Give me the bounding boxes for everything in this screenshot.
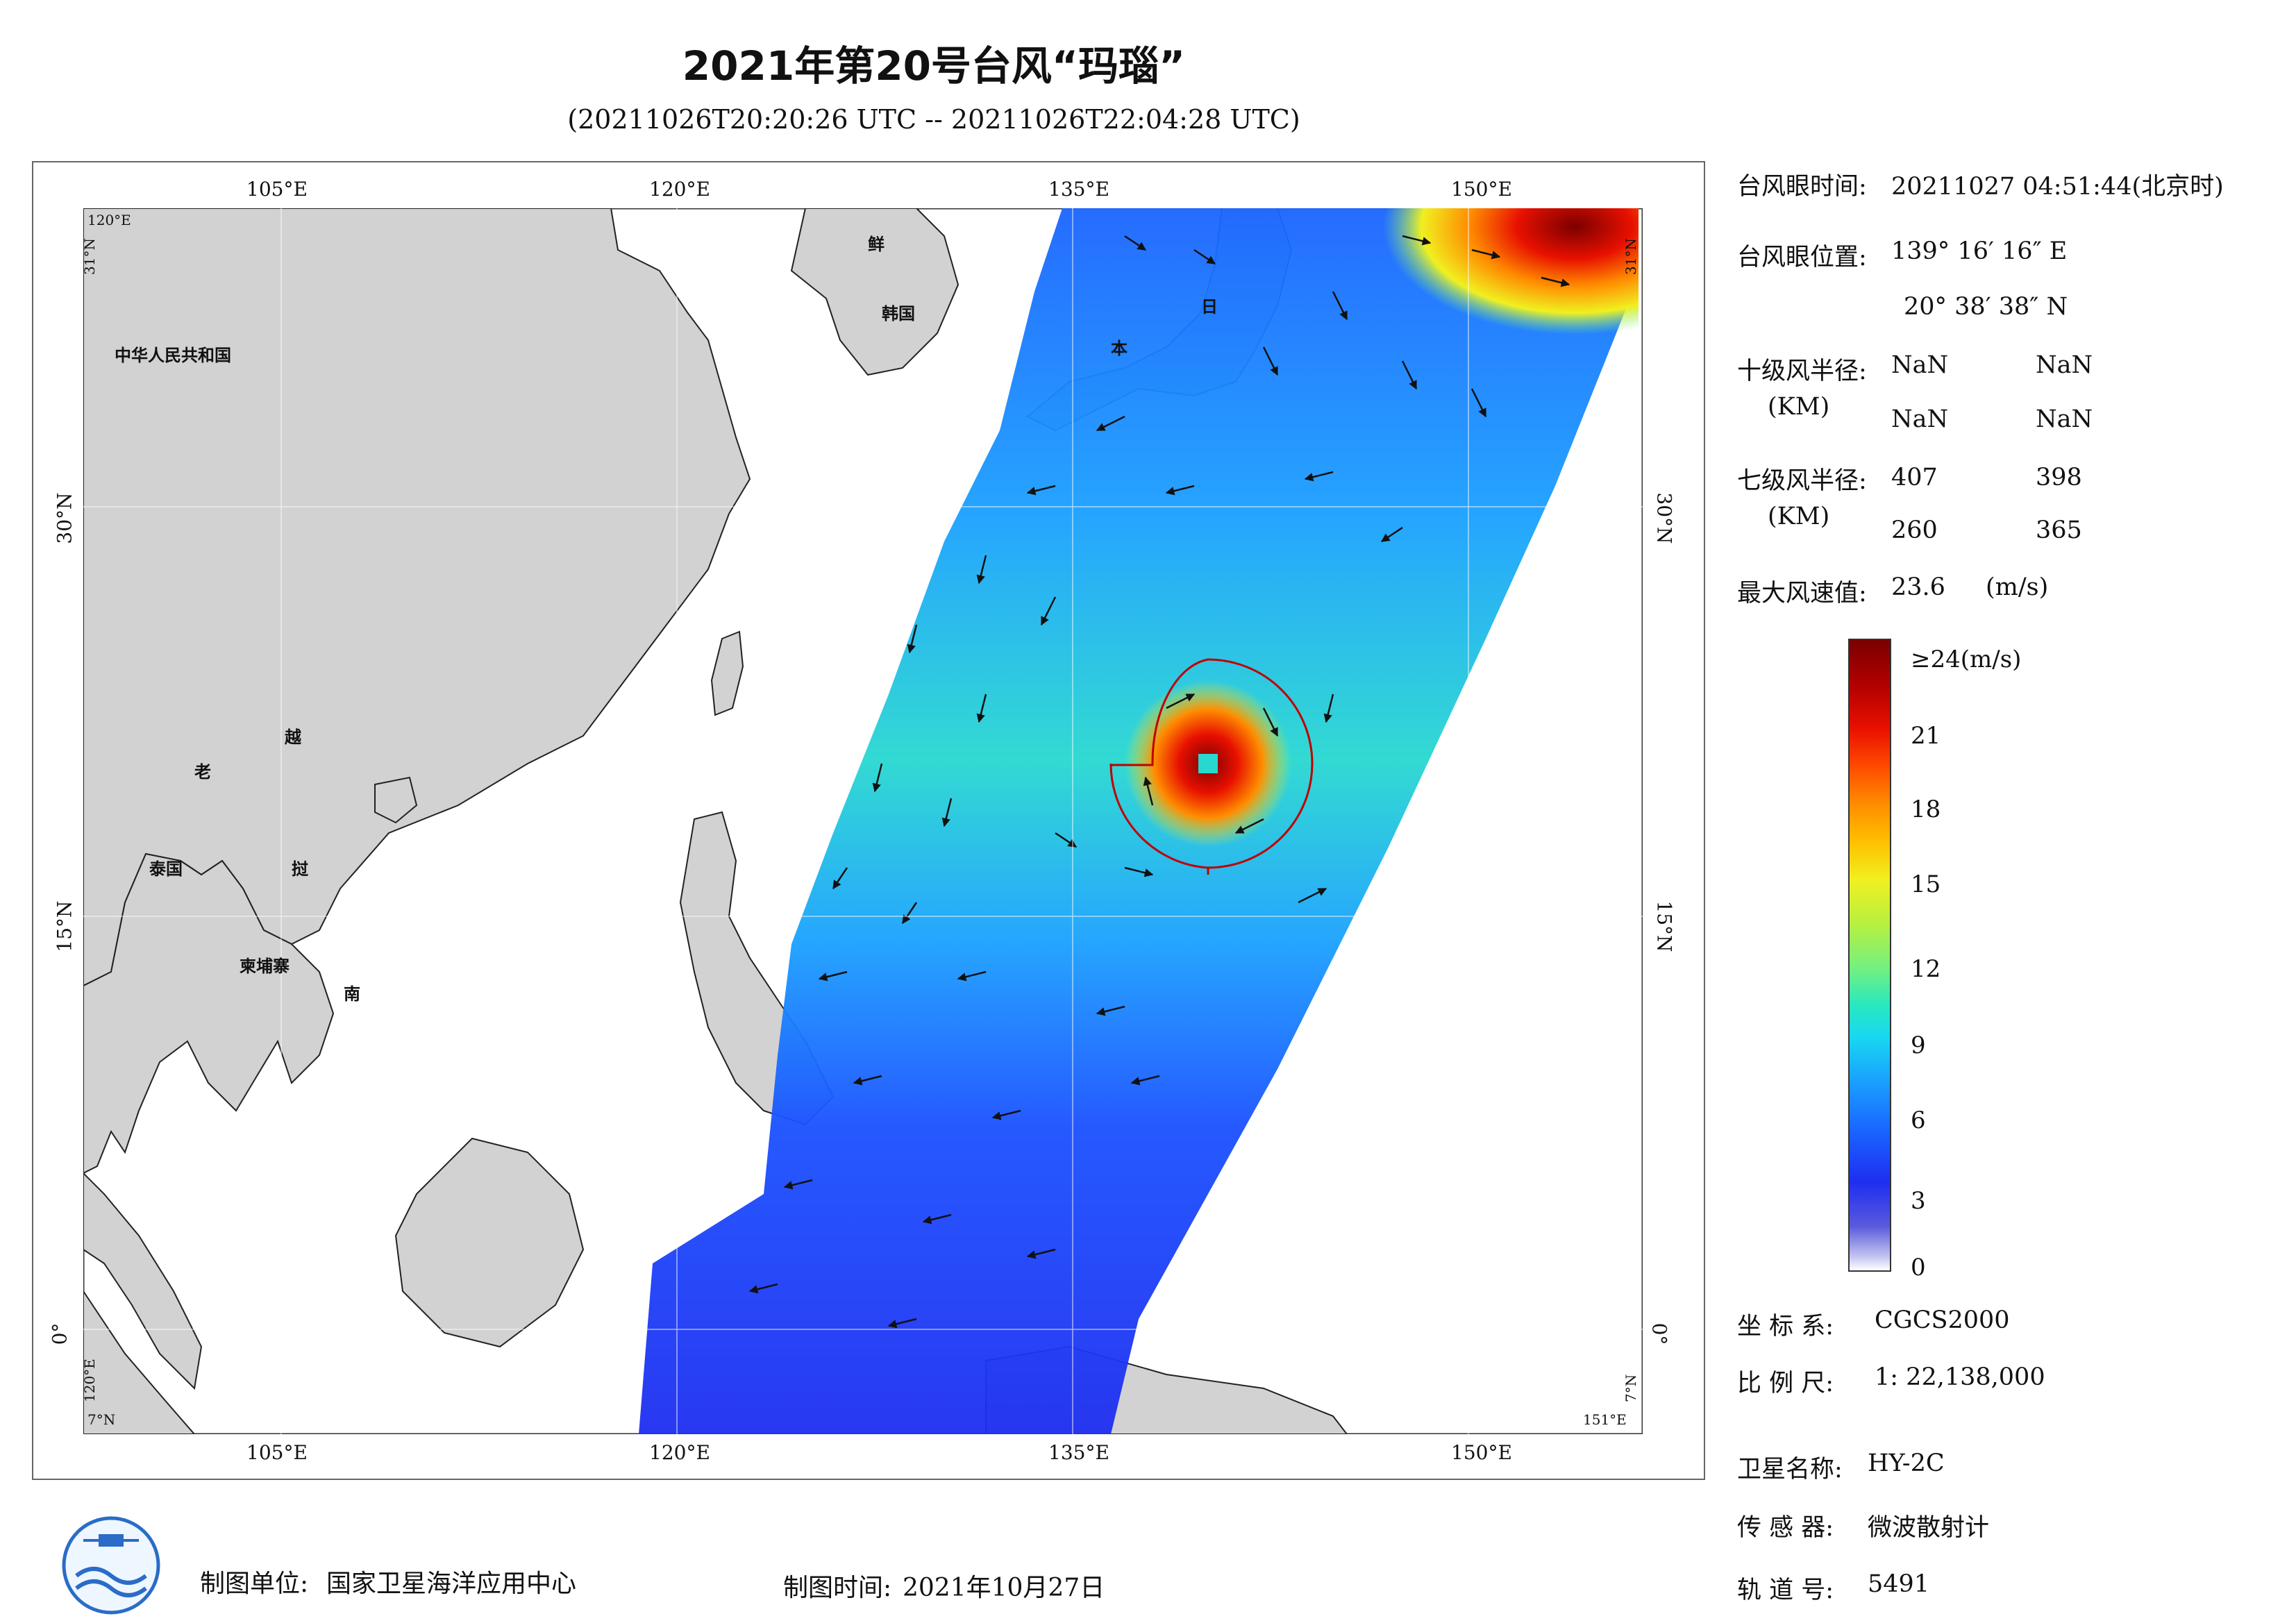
date-value: 2021年10月27日	[903, 1574, 1105, 1602]
wind-radius-outline	[1109, 658, 1314, 875]
eye-pos-label: 台风眼位置:	[1737, 244, 1867, 271]
corner-br-lon: 151°E	[1583, 1411, 1627, 1428]
lon-bottom-105: 105°E	[246, 1441, 308, 1464]
wind-map: 中华人民共和国 鲜 韩国 日 本 老 越 泰国 挝 柬埔寨 南 120°E 31…	[83, 208, 1643, 1434]
wind-speed-colorbar	[1848, 639, 1891, 1272]
label-japan-2: 本	[1111, 339, 1128, 358]
land-hainan	[374, 776, 418, 824]
corner-tr-lat: 31°N	[1623, 238, 1639, 275]
page-title: 2021年第20号台风“玛瑙”	[682, 42, 1186, 90]
r10-label: 十级风半径:	[1737, 358, 1867, 385]
r7-label: 七级风半径:	[1737, 467, 1867, 495]
max-wind-label: 最大风速值:	[1737, 580, 1867, 607]
label-japan-1: 日	[1201, 297, 1218, 317]
corner-br-lat: 7°N	[1623, 1374, 1639, 1402]
date-label: 制图时间:	[783, 1574, 892, 1602]
colorbar-tick-12: 12	[1911, 955, 1941, 983]
colorbar-tick-15: 15	[1911, 871, 1941, 898]
land-sumatra	[83, 1290, 196, 1434]
label-vietnam-1: 越	[285, 728, 302, 747]
scale-label: 比 例 尺:	[1737, 1370, 1834, 1397]
orbit-value: 5491	[1868, 1570, 1930, 1598]
lon-top-150: 150°E	[1451, 178, 1512, 201]
organization-logo-icon	[62, 1516, 160, 1615]
typhoon-eye	[1198, 754, 1218, 773]
r10-ne: NaN	[1891, 351, 1949, 379]
eye-time-value: 20211027 04:51:44(北京时)	[1891, 173, 2224, 201]
land-korea	[790, 208, 960, 376]
max-wind-unit: (m/s)	[1986, 573, 2049, 601]
eye-pos-lon: 139° 16′ 16″ E	[1891, 237, 2068, 265]
corner-bl-lat: 7°N	[87, 1411, 115, 1428]
sensor-value: 微波散射计	[1868, 1514, 1990, 1542]
r7-unit: (KM)	[1768, 503, 1830, 530]
r10-unit: (KM)	[1768, 393, 1830, 421]
org-value: 国家卫星海洋应用中心	[326, 1570, 577, 1598]
lon-bottom-120: 120°E	[649, 1441, 710, 1464]
lon-bottom-135: 135°E	[1048, 1441, 1109, 1464]
label-korea-n: 鲜	[868, 235, 885, 254]
crs-label: 坐 标 系:	[1737, 1313, 1834, 1340]
r7-sw: 365	[2036, 516, 2082, 544]
eye-time-label: 台风眼时间:	[1737, 173, 1867, 201]
r10-nw: NaN	[1891, 405, 1949, 433]
time-range-subtitle: (20211026T20:20:26 UTC -- 20211026T22:04…	[567, 104, 1300, 135]
label-cambodia: 柬埔寨	[240, 957, 290, 976]
eye-pos-lat: 20° 38′ 38″ N	[1904, 293, 2068, 321]
land-taiwan	[710, 630, 744, 716]
r7-nw: 260	[1891, 516, 1938, 544]
scale-value: 1: 22,138,000	[1875, 1363, 2045, 1391]
colorbar-tick-9: 9	[1911, 1032, 1926, 1059]
r10-se: NaN	[2036, 351, 2093, 379]
lon-top-105: 105°E	[246, 178, 308, 201]
crs-value: CGCS2000	[1875, 1306, 2010, 1334]
r10-sw: NaN	[2036, 405, 2093, 433]
colorbar-tick-3: 3	[1911, 1187, 1926, 1215]
label-laos-2: 挝	[292, 859, 309, 879]
lon-bottom-150: 150°E	[1451, 1441, 1512, 1464]
org-label: 制图单位:	[200, 1570, 309, 1598]
label-vietnam-2: 南	[344, 984, 360, 1004]
colorbar-tick-6: 6	[1911, 1107, 1926, 1134]
land-indochina	[83, 852, 335, 1175]
wind-vectors	[748, 235, 1570, 1329]
wind-swath-strong-ne	[1319, 208, 1639, 389]
map-frame	[32, 161, 1705, 1480]
lat-left-15: 15°N	[53, 900, 76, 952]
satellite-label: 卫星名称:	[1737, 1456, 1843, 1483]
lat-right-15: 15°N	[1652, 900, 1676, 952]
corner-bl-lon: 120°E	[83, 1359, 98, 1402]
colorbar-tick-21: 21	[1911, 722, 1941, 750]
lon-top-135: 135°E	[1048, 178, 1109, 201]
lat-left-30: 30°N	[53, 492, 76, 544]
lat-right-0: 0°	[1648, 1322, 1671, 1345]
max-wind-value: 23.6	[1891, 573, 1945, 601]
lat-left-0: 0°	[48, 1322, 72, 1345]
label-thailand: 泰国	[149, 859, 183, 879]
land-malay	[83, 1172, 203, 1390]
r7-se: 398	[2036, 464, 2082, 491]
graticule	[83, 208, 1643, 1434]
lon-top-120: 120°E	[649, 178, 710, 201]
sensor-label: 传 感 器:	[1737, 1514, 1834, 1542]
corner-tl-lat: 31°N	[83, 238, 98, 275]
colorbar-tick-18: 18	[1911, 796, 1941, 823]
orbit-label: 轨 道 号:	[1737, 1576, 1834, 1604]
r7-ne: 407	[1891, 464, 1938, 491]
label-korea: 韩国	[882, 304, 915, 323]
label-china: 中华人民共和国	[115, 346, 231, 365]
lat-right-30: 30°N	[1652, 492, 1676, 544]
colorbar-top-label: ≥24(m/s)	[1911, 646, 2022, 673]
satellite-value: HY-2C	[1868, 1449, 1945, 1477]
wind-swath	[639, 208, 1639, 1434]
colorbar-tick-0: 0	[1911, 1254, 1926, 1281]
corner-tl-lon: 120°E	[87, 212, 131, 228]
label-laos: 老	[194, 762, 211, 782]
land-borneo	[394, 1137, 585, 1348]
